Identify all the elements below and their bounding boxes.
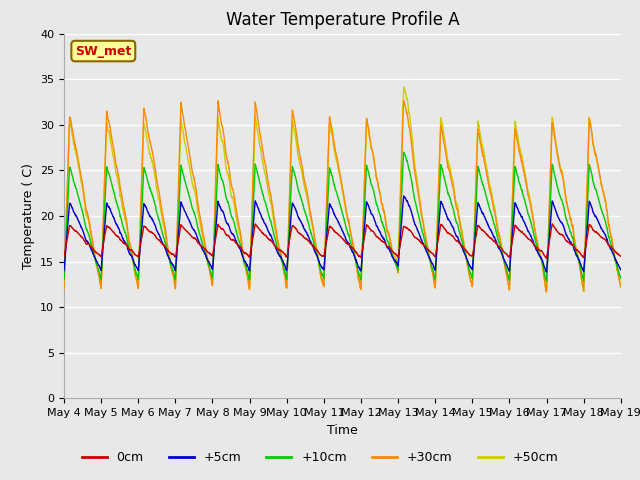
Title: Water Temperature Profile A: Water Temperature Profile A	[225, 11, 460, 29]
Y-axis label: Temperature ( C): Temperature ( C)	[22, 163, 35, 269]
Text: SW_met: SW_met	[75, 45, 131, 58]
X-axis label: Time: Time	[327, 424, 358, 437]
Legend: 0cm, +5cm, +10cm, +30cm, +50cm: 0cm, +5cm, +10cm, +30cm, +50cm	[77, 446, 563, 469]
